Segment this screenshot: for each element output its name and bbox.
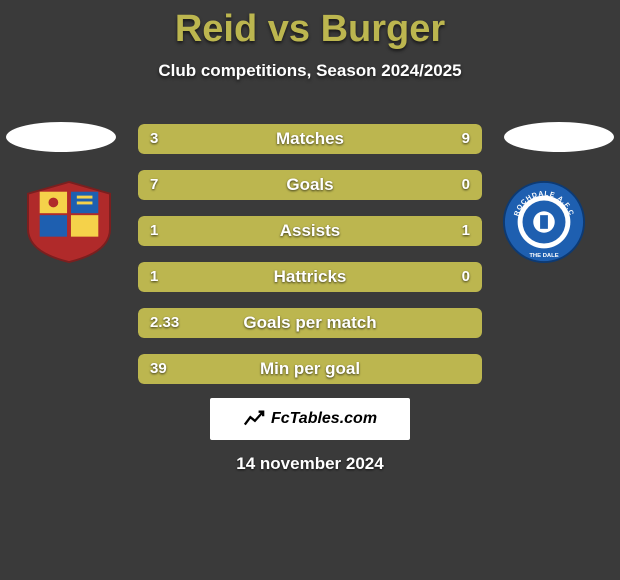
- bar-fill-right: [310, 216, 482, 246]
- stat-row: Goals70: [138, 170, 482, 200]
- bar-fill-left: [138, 262, 482, 292]
- stat-value-right: 0: [462, 170, 470, 200]
- stat-value-left: 7: [150, 170, 158, 200]
- svg-text:THE DALE: THE DALE: [529, 253, 558, 259]
- chart-icon: [243, 408, 265, 430]
- stat-value-left: 3: [150, 124, 158, 154]
- stat-value-right: 9: [462, 124, 470, 154]
- bar-fill-left: [138, 170, 482, 200]
- comparison-bars: Matches39Goals70Assists11Hattricks10Goal…: [138, 124, 482, 400]
- stat-row: Hattricks10: [138, 262, 482, 292]
- stat-row: Min per goal39: [138, 354, 482, 384]
- stat-row: Matches39: [138, 124, 482, 154]
- subtitle: Club competitions, Season 2024/2025: [0, 61, 620, 81]
- bar-fill-left: [138, 354, 482, 384]
- club-badge-right: ROCHDALE A.F.C THE DALE: [502, 180, 600, 264]
- stat-value-left: 1: [150, 262, 158, 292]
- bar-fill-left: [138, 308, 482, 338]
- stat-value-left: 2.33: [150, 308, 179, 338]
- page-title: Reid vs Burger: [0, 0, 620, 51]
- brand-badge: FcTables.com: [210, 398, 410, 440]
- brand-text: FcTables.com: [271, 410, 377, 428]
- bar-fill-right: [224, 124, 482, 154]
- stat-value-right: 0: [462, 262, 470, 292]
- player-photo-slot-right: [504, 122, 614, 152]
- club-badge-left: [20, 180, 118, 264]
- stat-value-right: 1: [462, 216, 470, 246]
- stat-value-left: 39: [150, 354, 167, 384]
- player-photo-slot-left: [6, 122, 116, 152]
- stat-row: Goals per match2.33: [138, 308, 482, 338]
- footer-date: 14 november 2024: [0, 454, 620, 474]
- bar-fill-left: [138, 216, 310, 246]
- stat-row: Assists11: [138, 216, 482, 246]
- stat-value-left: 1: [150, 216, 158, 246]
